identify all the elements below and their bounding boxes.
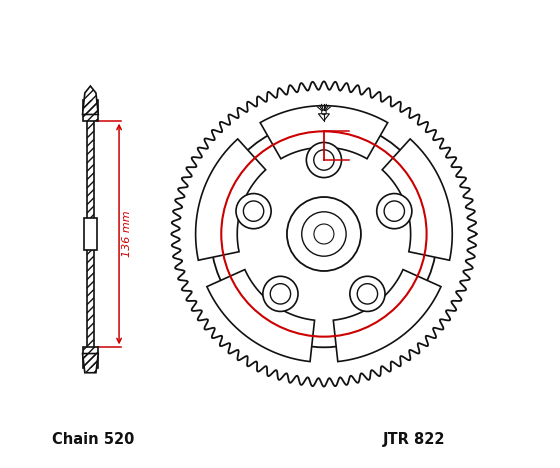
Circle shape: [236, 194, 271, 229]
Text: 136 mm: 136 mm: [123, 211, 132, 257]
Circle shape: [263, 276, 298, 311]
Circle shape: [287, 197, 361, 271]
Bar: [82, 347, 98, 368]
Text: 8.5: 8.5: [354, 139, 373, 152]
Bar: [82, 100, 98, 121]
Polygon shape: [333, 270, 441, 362]
Polygon shape: [82, 353, 98, 373]
Bar: [87, 100, 94, 368]
Polygon shape: [195, 139, 265, 260]
Circle shape: [357, 284, 377, 304]
Circle shape: [384, 201, 404, 221]
Circle shape: [244, 201, 264, 221]
Polygon shape: [319, 114, 329, 121]
Circle shape: [306, 142, 342, 177]
Circle shape: [377, 194, 412, 229]
Text: Chain 520: Chain 520: [52, 432, 134, 447]
Circle shape: [314, 150, 334, 170]
Polygon shape: [207, 270, 315, 362]
Bar: [82, 100, 98, 121]
Text: JTR 822: JTR 822: [383, 432, 445, 447]
Bar: [87, 100, 94, 368]
Polygon shape: [382, 139, 452, 260]
Polygon shape: [260, 106, 388, 159]
Polygon shape: [171, 81, 477, 387]
Bar: [84, 218, 97, 250]
Circle shape: [270, 284, 291, 304]
Circle shape: [302, 212, 346, 256]
Text: 156 mm: 156 mm: [331, 207, 383, 219]
Bar: [82, 347, 98, 368]
Polygon shape: [82, 86, 98, 115]
Circle shape: [350, 276, 385, 311]
Circle shape: [211, 121, 437, 347]
Circle shape: [314, 224, 334, 244]
